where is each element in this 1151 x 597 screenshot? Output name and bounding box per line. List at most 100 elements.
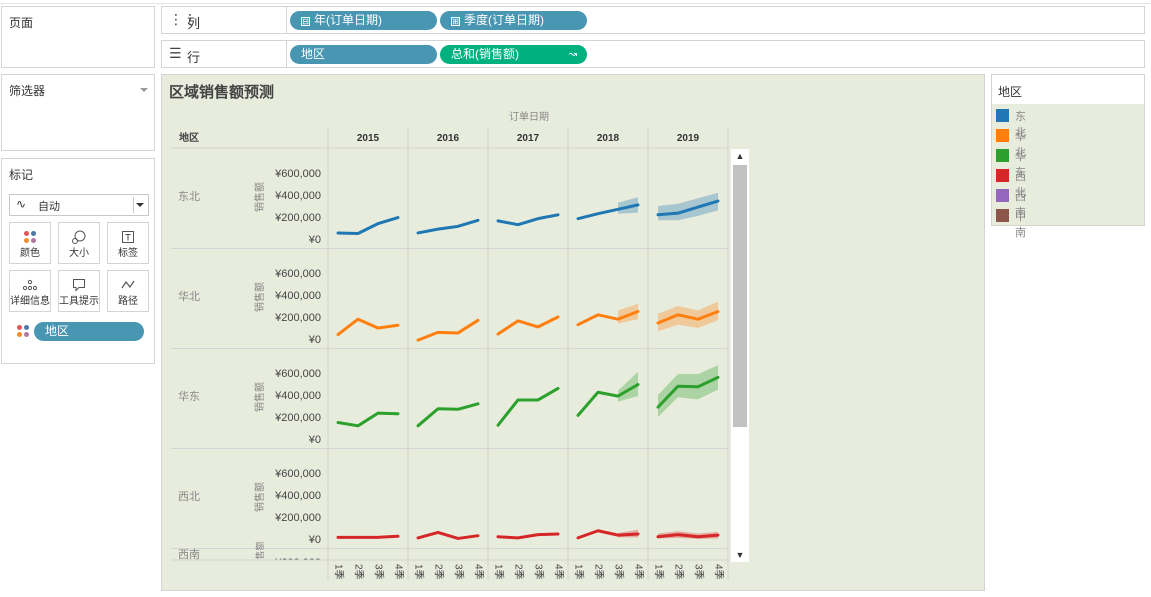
legend-body: 东北 华北 华东 西北 西南 中南 — [992, 104, 1144, 239]
pill-sum-sales[interactable]: 总和(销售额) ↝ — [440, 45, 587, 64]
row-region-label: 华东 — [178, 389, 200, 403]
y-tick-label: ¥400,000 — [274, 290, 321, 302]
series-line — [416, 318, 480, 342]
series-line — [416, 530, 480, 540]
series-line — [336, 411, 400, 428]
legend-panel[interactable]: 地区 东北 华北 华东 西北 西南 中南 — [991, 74, 1145, 239]
pill-quarter-order-date[interactable]: ⊞ 季度(订单日期) — [440, 11, 587, 30]
y-tick-label: ¥0 — [308, 434, 321, 446]
quarter-tick-label: 2季 — [672, 564, 684, 580]
quarter-tick-label: 3季 — [612, 564, 624, 580]
path-button[interactable]: 路径 — [107, 270, 149, 312]
y-axis-title: 销售额 — [253, 382, 266, 412]
series-line — [576, 203, 640, 221]
size-button[interactable]: 大小 — [58, 222, 100, 264]
y-tick-label: ¥0 — [308, 534, 321, 546]
tooltip-button-label: 工具提示 — [59, 296, 99, 307]
chevron-down-icon[interactable] — [140, 88, 148, 92]
quarter-tick-label: 4季 — [712, 564, 724, 580]
quarter-tick-label: 4季 — [392, 564, 404, 580]
dropdown-divider — [133, 197, 134, 213]
color-encoding-icon — [15, 323, 31, 342]
marks-field-pill-region[interactable]: 地区 — [34, 322, 144, 341]
y-tick-label: ¥200,000 — [274, 212, 321, 224]
top-toolbar-strip — [0, 0, 1151, 4]
legend-swatch — [996, 129, 1009, 142]
series-line — [496, 213, 560, 227]
year-header: 2018 — [597, 133, 620, 144]
legend-label: 华北 — [1015, 130, 1026, 159]
scrollbar-thumb[interactable] — [733, 165, 747, 427]
series-line — [416, 402, 480, 428]
pill-label: 年(订单日期) — [314, 13, 382, 27]
collapse-icon[interactable]: ⊟ — [301, 17, 310, 26]
quarter-tick-label: 1季 — [492, 564, 504, 580]
series-line — [496, 386, 560, 427]
series-line — [656, 375, 720, 409]
quarter-tick-label: 2季 — [352, 564, 364, 580]
series-line — [656, 310, 720, 325]
quarter-tick-label: 3季 — [532, 564, 544, 580]
column-header-title: 订单日期 — [509, 111, 549, 123]
filters-panel[interactable]: 筛选器 — [1, 74, 155, 151]
series-line — [416, 218, 480, 235]
detail-button[interactable]: 详细信息 — [9, 270, 51, 312]
viz-area[interactable]: 区域销售额预测 订单日期 地区 2015 2016 2017 2018 2019 东北 销售额 ¥… — [161, 74, 985, 591]
quarter-tick-label: 4季 — [472, 564, 484, 580]
legend-label: 中南 — [1015, 210, 1026, 239]
color-button[interactable]: 颜色 — [9, 222, 51, 264]
label-icon: T — [108, 229, 148, 245]
legend-swatch — [996, 109, 1009, 122]
y-tick-label: ¥200,000 — [274, 412, 321, 424]
size-button-label: 大小 — [69, 248, 89, 259]
mark-type-dropdown[interactable]: ∿ 自动 — [9, 194, 149, 216]
chevron-down-icon[interactable] — [136, 203, 144, 207]
series-line — [336, 216, 400, 235]
legend-swatch — [996, 169, 1009, 182]
legend-swatch — [996, 209, 1009, 222]
y-tick-label: ¥200,000 — [274, 312, 321, 324]
forecast-band — [658, 192, 718, 221]
trend-icon: ↝ — [568, 49, 577, 60]
pages-panel[interactable]: 页面 — [1, 6, 155, 68]
detail-icon — [10, 277, 50, 293]
columns-icon: ⋮⋮ — [169, 11, 197, 27]
pill-region[interactable]: 地区 — [290, 45, 437, 64]
year-header: 2016 — [437, 133, 460, 144]
quarter-tick-label: 1季 — [652, 564, 664, 580]
marks-panel: 标记 ∿ 自动 颜色 大小 T 标签 详细信息 工具提示 — [1, 158, 155, 364]
label-button-label: 标签 — [118, 248, 138, 259]
scroll-down-icon[interactable]: ▼ — [735, 550, 745, 560]
rows-shelf: ☰ 行 地区 总和(销售额) ↝ — [161, 40, 1145, 68]
expand-icon[interactable]: ⊞ — [451, 17, 460, 26]
pill-label: 地区 — [45, 324, 70, 338]
y-tick-label: ¥0 — [308, 334, 321, 346]
y-axis-title: 销售额 — [253, 282, 266, 312]
scroll-up-icon[interactable]: ▲ — [735, 151, 745, 161]
pill-year-order-date[interactable]: ⊟ 年(订单日期) — [290, 11, 437, 30]
y-tick-label: ¥400,000 — [274, 490, 321, 502]
row-region-label: 西南 — [178, 548, 200, 561]
pill-label: 季度(订单日期) — [464, 13, 544, 27]
series-line — [576, 383, 640, 417]
pill-label: 地区 — [301, 47, 326, 61]
series-line — [336, 534, 400, 539]
color-icon — [10, 229, 50, 245]
vertical-scrollbar[interactable]: ▲ ▼ — [731, 149, 749, 562]
year-header: 2015 — [357, 133, 380, 144]
year-header: 2017 — [517, 133, 540, 144]
pages-panel-title: 页面 — [9, 16, 34, 30]
series-line — [496, 315, 560, 336]
y-tick-label: ¥400,000 — [274, 190, 321, 202]
forecast-band — [658, 365, 718, 417]
legend-swatch — [996, 189, 1009, 202]
label-button[interactable]: T 标签 — [107, 222, 149, 264]
line-mark-icon: ∿ — [16, 197, 27, 211]
quarter-tick-label: 2季 — [512, 564, 524, 580]
tooltip-button[interactable]: 工具提示 — [58, 270, 100, 312]
y-tick-label: ¥600,000 — [274, 168, 321, 180]
quarter-tick-label: 1季 — [332, 564, 344, 580]
shelf-divider — [286, 7, 287, 33]
y-tick-label: ¥0 — [308, 234, 321, 246]
